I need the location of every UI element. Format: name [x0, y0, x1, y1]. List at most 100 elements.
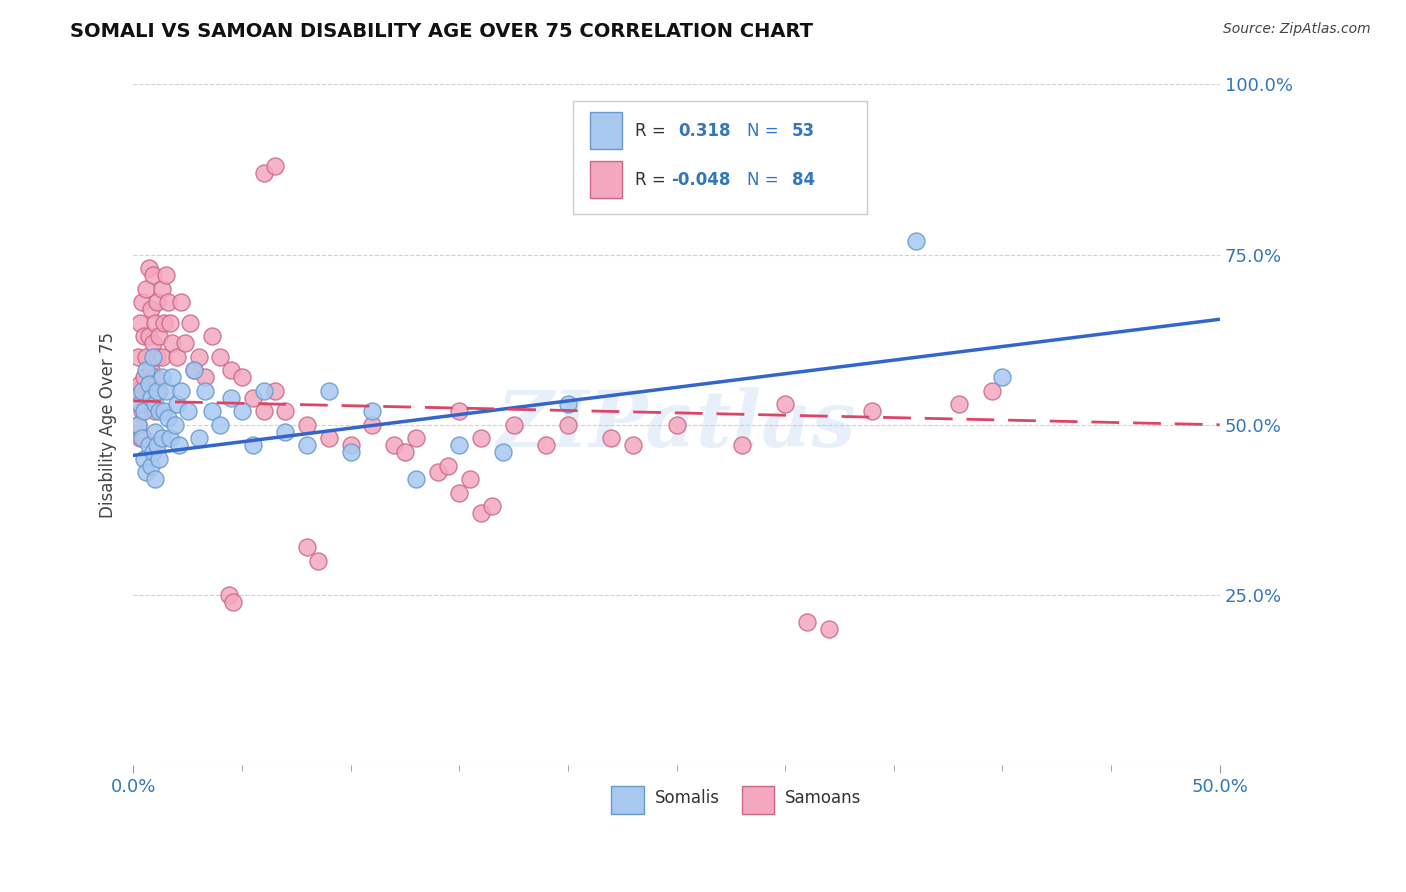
Point	[263, 384, 285, 398]
Point	[458, 472, 481, 486]
Point	[128, 431, 150, 445]
Point	[146, 350, 169, 364]
Point	[449, 486, 471, 500]
Point	[148, 451, 170, 466]
Point	[470, 431, 492, 445]
Point	[557, 397, 579, 411]
Point	[139, 391, 162, 405]
Point	[142, 350, 165, 364]
Point	[405, 431, 427, 445]
Point	[148, 384, 170, 398]
Text: -0.048: -0.048	[671, 170, 731, 189]
Point	[131, 431, 153, 445]
Point	[534, 438, 557, 452]
Point	[817, 622, 839, 636]
Point	[253, 166, 276, 180]
Point	[128, 376, 150, 391]
Bar	[589, 161, 623, 198]
Point	[274, 404, 297, 418]
Point	[134, 370, 156, 384]
Point	[157, 411, 180, 425]
Point	[135, 282, 157, 296]
Point	[166, 397, 188, 411]
Point	[253, 384, 276, 398]
Bar	[742, 786, 775, 814]
Point	[163, 417, 186, 432]
Point	[187, 431, 209, 445]
Point	[339, 438, 361, 452]
FancyBboxPatch shape	[574, 102, 866, 214]
Point	[134, 451, 156, 466]
Text: 84: 84	[792, 170, 815, 189]
Point	[948, 397, 970, 411]
Point	[131, 295, 153, 310]
Text: Source: ZipAtlas.com: Source: ZipAtlas.com	[1223, 22, 1371, 37]
Point	[219, 363, 242, 377]
Point	[200, 329, 222, 343]
Point	[162, 336, 184, 351]
Text: R =: R =	[636, 170, 666, 189]
Point	[152, 316, 174, 330]
Point	[218, 588, 240, 602]
Point	[142, 445, 165, 459]
Point	[148, 329, 170, 343]
Point	[142, 336, 165, 351]
Point	[162, 370, 184, 384]
Point	[174, 336, 197, 351]
Point	[179, 316, 201, 330]
Point	[295, 438, 318, 452]
Point	[155, 384, 177, 398]
Point	[492, 445, 515, 459]
Point	[139, 301, 162, 316]
Point	[131, 404, 153, 418]
Point	[263, 159, 285, 173]
Bar	[589, 112, 623, 150]
Point	[405, 472, 427, 486]
Point	[134, 431, 156, 445]
Point	[143, 370, 166, 384]
Point	[146, 384, 169, 398]
Point	[796, 615, 818, 629]
Point	[502, 417, 524, 432]
Point	[155, 268, 177, 282]
Point	[242, 391, 264, 405]
Point	[127, 417, 149, 432]
Point	[295, 541, 318, 555]
Point	[318, 384, 340, 398]
Point	[150, 350, 173, 364]
Point	[170, 384, 193, 398]
Point	[138, 329, 160, 343]
Point	[222, 595, 245, 609]
Point	[139, 363, 162, 377]
Point	[139, 458, 162, 473]
Point	[600, 431, 623, 445]
Point	[253, 404, 276, 418]
Point	[138, 261, 160, 276]
Point	[134, 404, 156, 418]
Point	[382, 438, 405, 452]
Point	[194, 384, 217, 398]
Point	[339, 445, 361, 459]
Point	[194, 370, 217, 384]
Point	[159, 316, 181, 330]
Text: R =: R =	[636, 121, 666, 140]
Point	[128, 397, 150, 411]
Text: Somalis: Somalis	[655, 789, 720, 806]
Point	[166, 350, 188, 364]
Point	[142, 268, 165, 282]
Text: N =: N =	[747, 121, 779, 140]
Point	[135, 363, 157, 377]
Point	[127, 350, 149, 364]
Point	[621, 438, 644, 452]
Text: 53: 53	[792, 121, 815, 140]
Point	[860, 404, 883, 418]
Point	[231, 404, 253, 418]
Point	[131, 384, 153, 398]
Point	[150, 370, 173, 384]
Point	[665, 417, 688, 432]
Point	[219, 391, 242, 405]
Point	[904, 234, 927, 248]
Text: 0.318: 0.318	[679, 121, 731, 140]
Point	[773, 397, 796, 411]
Point	[135, 466, 157, 480]
